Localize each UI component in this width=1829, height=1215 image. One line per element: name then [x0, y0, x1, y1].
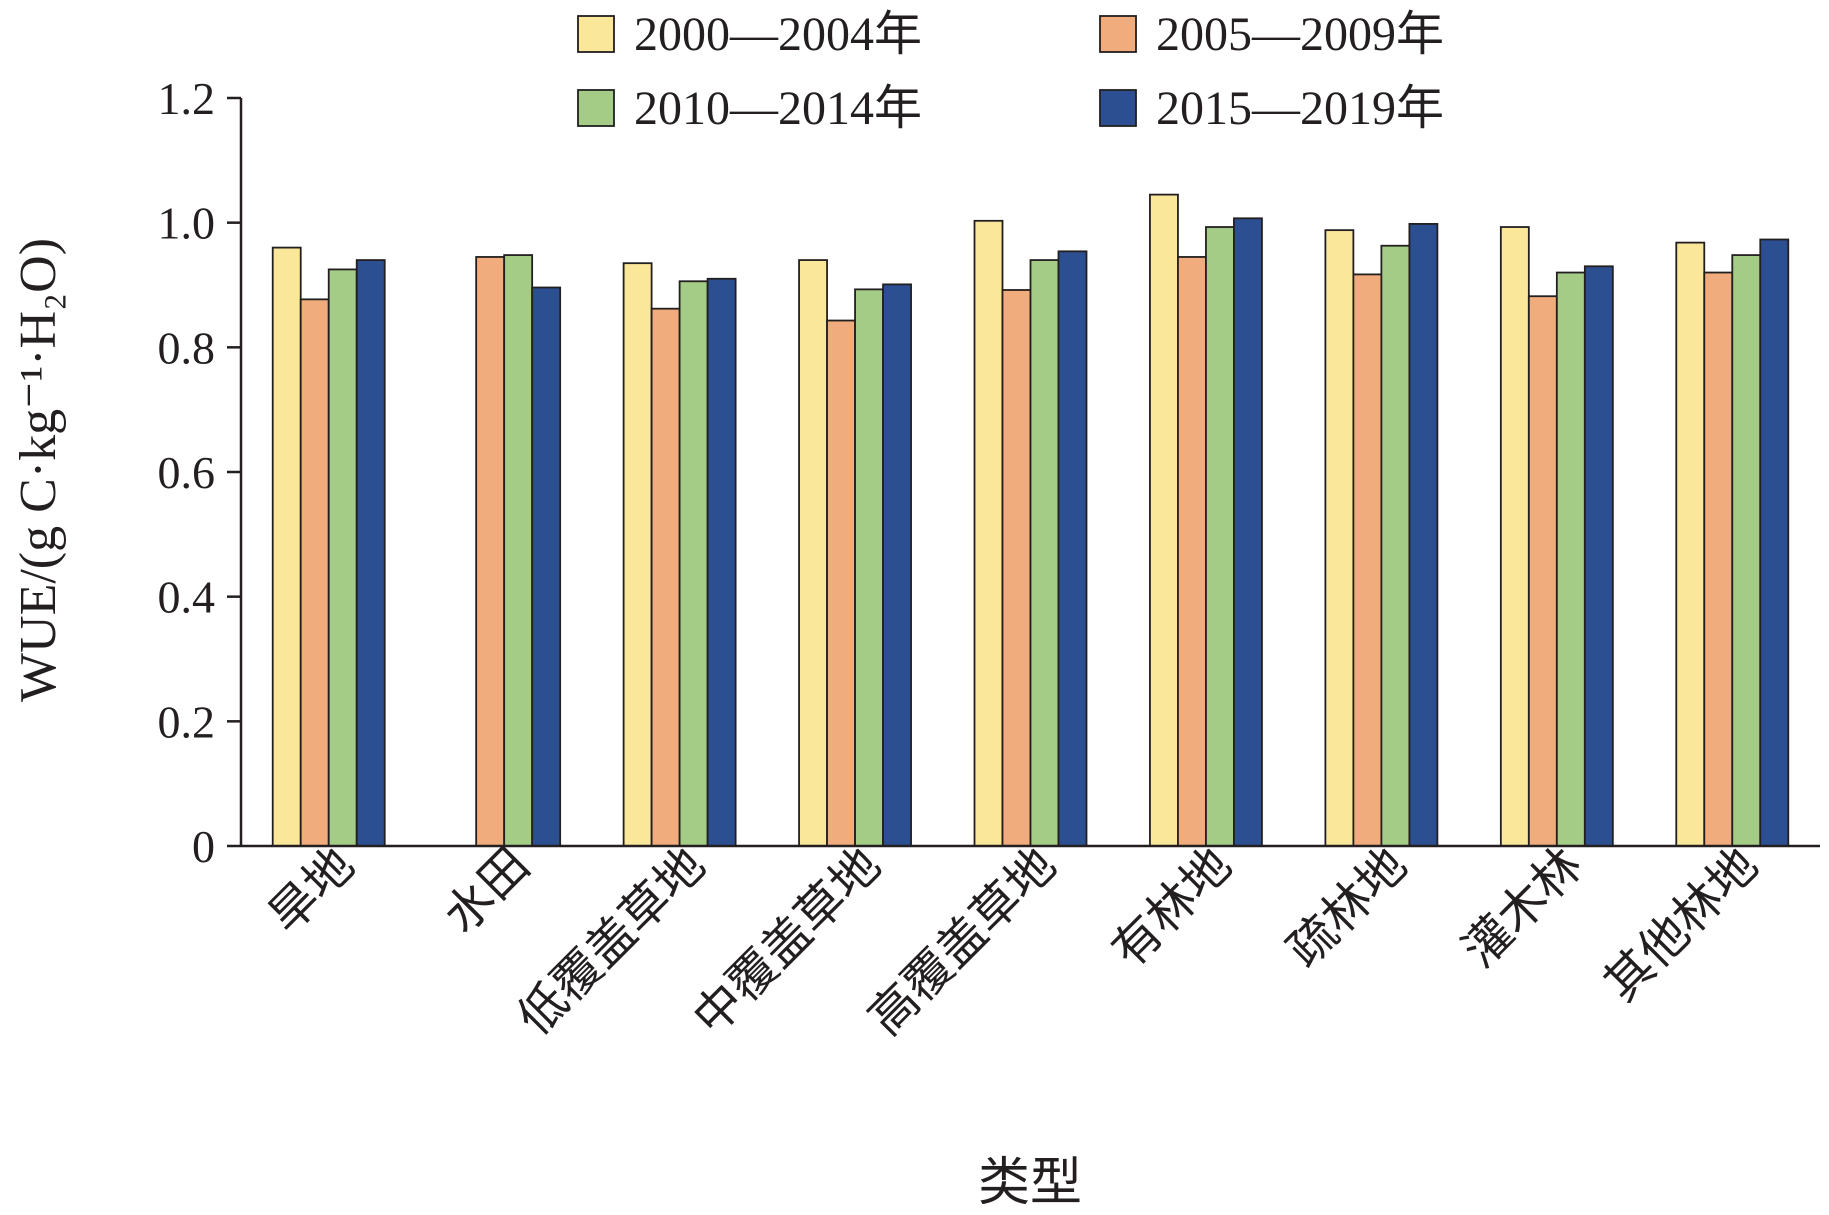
x-category-label: 旱地 [259, 838, 364, 943]
bar-7-1 [1527, 295, 1558, 847]
bar-0-1 [299, 298, 330, 847]
legend-label: 2015—2019年 [1156, 82, 1444, 135]
bar-1-2 [503, 254, 534, 847]
x-category-label: 疏林地 [1278, 838, 1417, 977]
x-category-label: 其他林地 [1595, 838, 1768, 1011]
bar-3-0 [798, 259, 828, 847]
bar-6-1 [1352, 273, 1383, 847]
legend-swatch [577, 15, 615, 53]
legend-swatch [1099, 15, 1137, 53]
y-tick-label: 0.8 [158, 322, 216, 373]
y-tick-label: 0.4 [158, 572, 216, 623]
y-tick-label: 0.6 [158, 447, 216, 498]
bar-7-3 [1583, 265, 1614, 847]
legend-swatch [577, 89, 615, 127]
x-category-label: 中覆盖草地 [684, 838, 891, 1045]
bar-0-2 [327, 268, 358, 847]
bar-3-1 [826, 319, 856, 847]
bar-1-1 [475, 256, 506, 847]
x-category-label: 高覆盖草地 [859, 838, 1066, 1045]
legend-label: 2010—2014年 [634, 82, 922, 135]
bar-6-3 [1408, 223, 1439, 847]
bar-7-2 [1555, 271, 1586, 847]
bar-3-2 [854, 288, 884, 847]
bar-5-3 [1233, 217, 1263, 847]
bar-2-0 [622, 262, 653, 847]
bar-2-1 [650, 307, 681, 847]
y-tick-label: 0.2 [158, 696, 216, 747]
bar-5-1 [1177, 256, 1207, 847]
x-category-label: 灌木林 [1453, 838, 1592, 977]
x-category-label: 有林地 [1102, 838, 1241, 977]
x-category-label: 低覆盖草地 [508, 838, 715, 1045]
legend-label: 2005—2009年 [1156, 8, 1444, 61]
bar-4-2 [1029, 259, 1060, 847]
bar-1-3 [531, 286, 562, 847]
bar-4-0 [973, 219, 1004, 847]
bar-6-2 [1380, 244, 1411, 847]
bar-0-3 [355, 259, 386, 847]
bar-2-2 [678, 280, 709, 847]
bar-3-3 [882, 283, 912, 847]
y-tick-label: 1.0 [158, 198, 216, 249]
y-axis-title: WUE/(g C·kg⁻¹·H₂O) [10, 238, 67, 702]
bar-8-2 [1731, 254, 1762, 847]
bars [271, 193, 1790, 847]
x-axis-title: 类型 [978, 1155, 1082, 1212]
bar-4-1 [1001, 289, 1032, 847]
bar-4-3 [1057, 250, 1088, 847]
bar-5-0 [1149, 193, 1179, 847]
bar-0-0 [271, 246, 302, 847]
bar-2-3 [706, 277, 737, 847]
bar-6-0 [1324, 229, 1355, 847]
legend-swatch [1099, 89, 1137, 127]
bar-8-1 [1703, 271, 1734, 847]
legend: 2000—2004年 2005—2009年 2010—2014年 2015—2019年 [577, 8, 1444, 135]
y-tick-label: 0 [192, 821, 215, 872]
bar-8-0 [1675, 241, 1706, 847]
y-tick-label: 1.2 [158, 73, 216, 124]
legend-label: 2000—2004年 [634, 8, 922, 61]
bar-7-0 [1499, 226, 1530, 847]
bar-8-3 [1759, 238, 1790, 847]
y-ticks: 0 0.2 0.4 0.6 0.8 1.0 1.2 [158, 73, 241, 872]
x-category-label: 水田 [435, 838, 540, 943]
bar-5-2 [1205, 226, 1235, 847]
